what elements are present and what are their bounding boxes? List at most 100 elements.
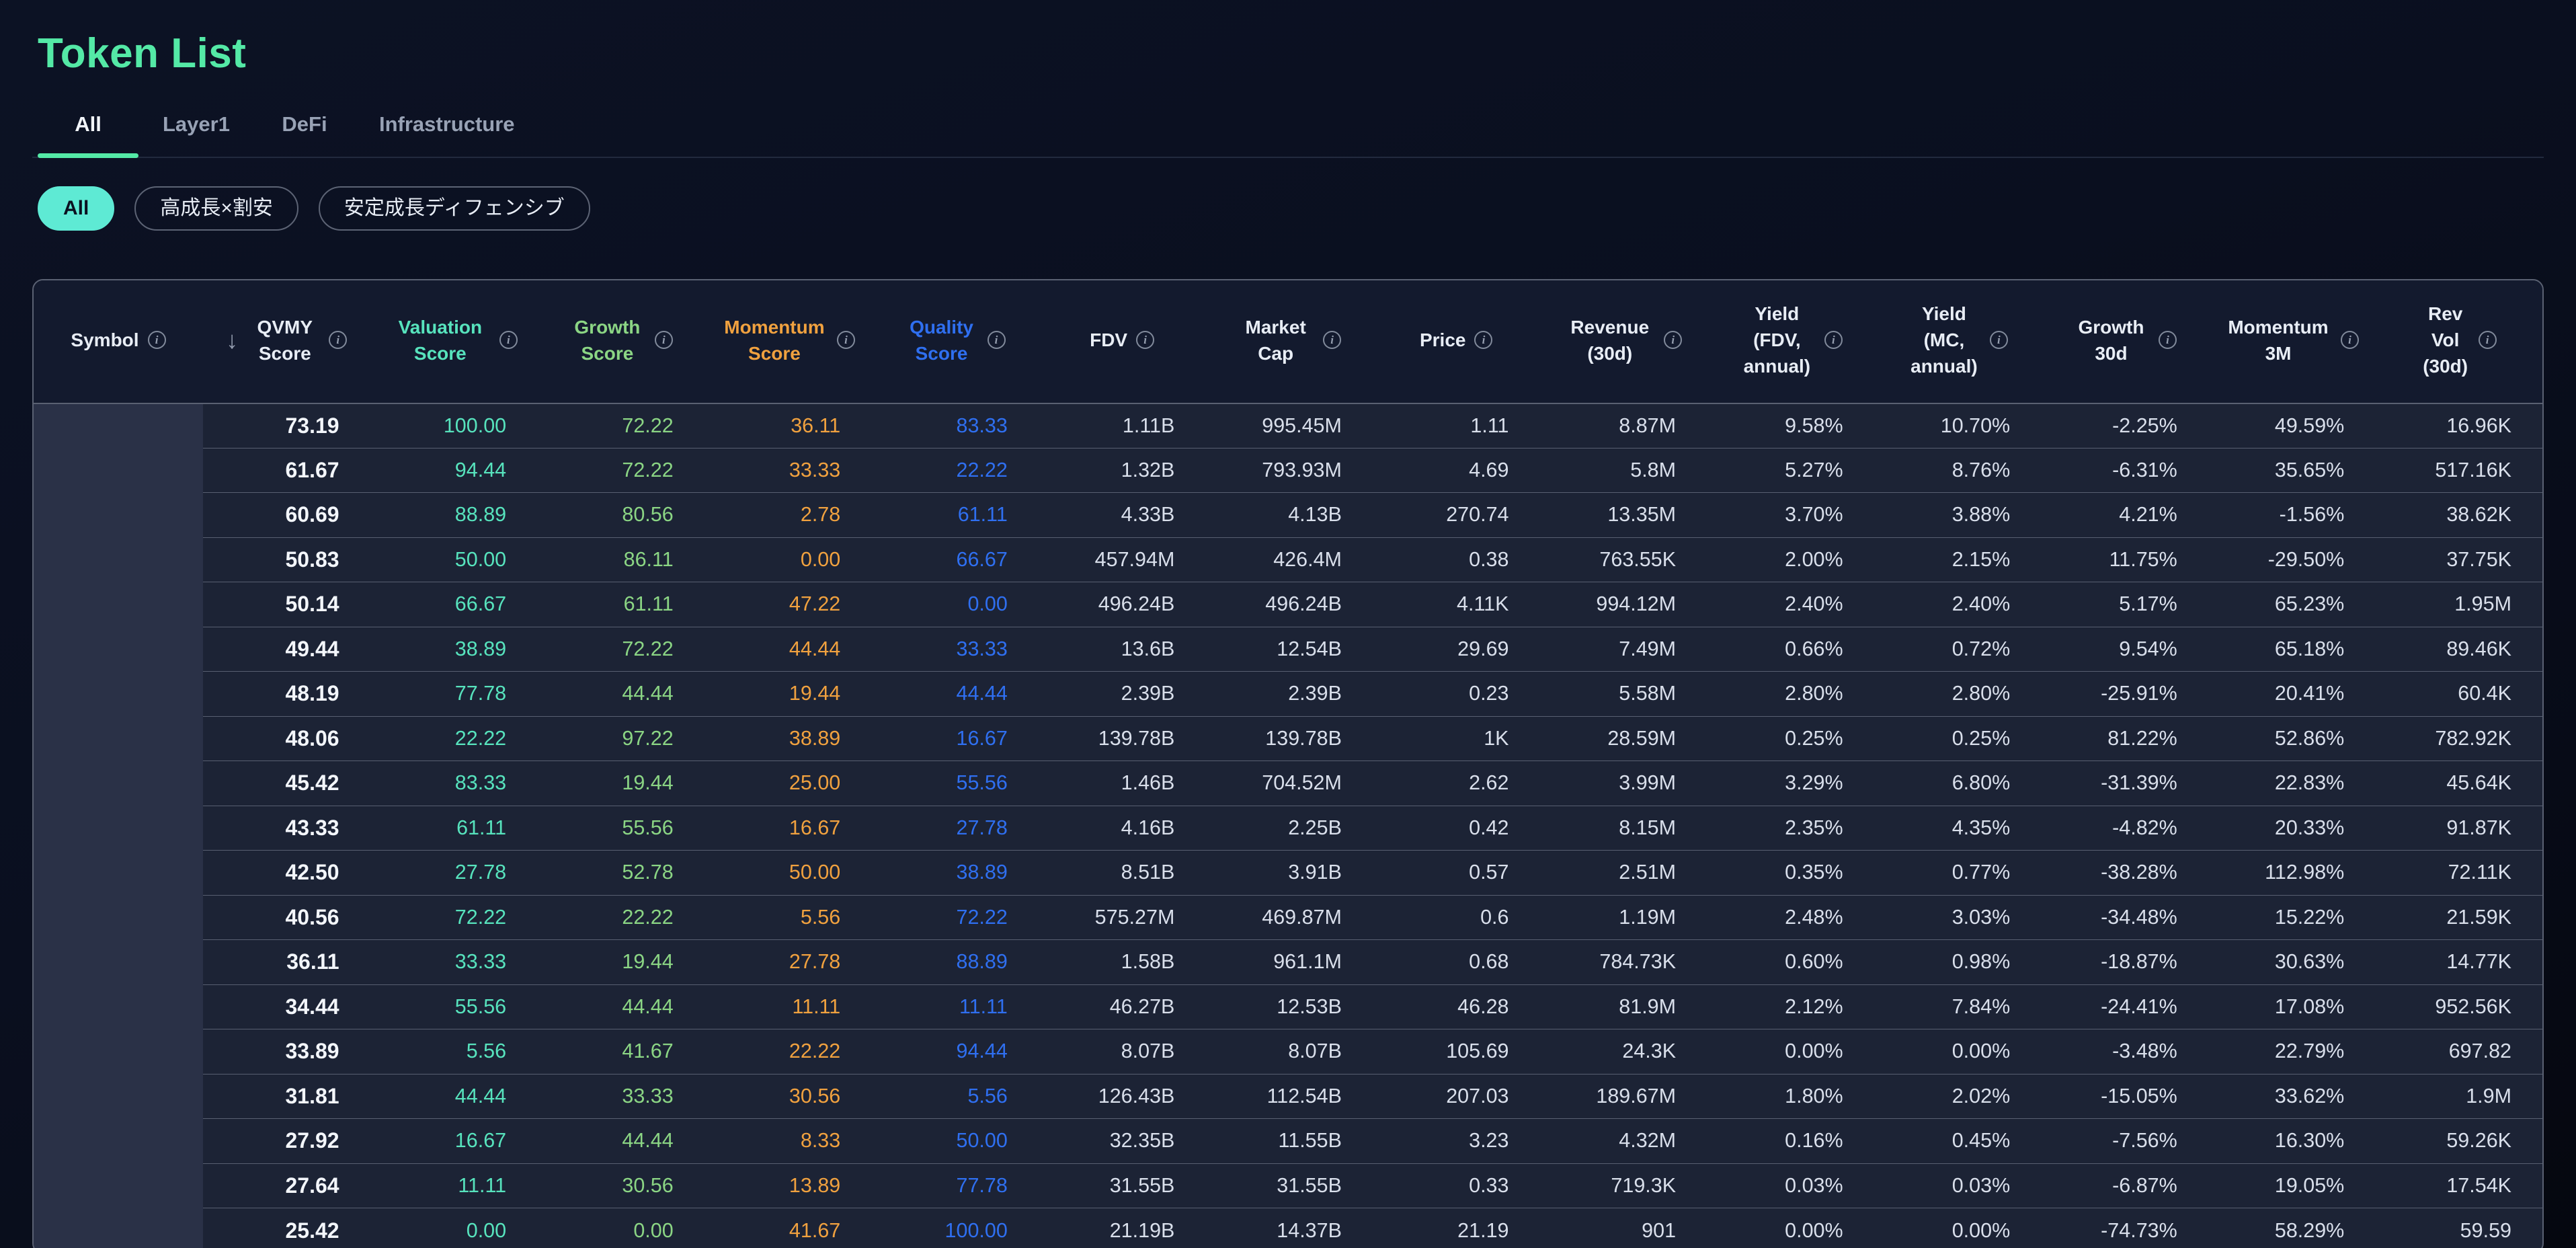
cell-fdv: 457.94M (1038, 537, 1206, 583)
table-row[interactable]: 61.67 94.44 72.22 33.33 22.22 1.32B 793.93M 4.6… (34, 448, 2542, 494)
table-row[interactable]: 40.56 72.22 22.22 5.56 72.22 575.27M 469.87M 0.… (34, 895, 2542, 941)
column-label-revenue_30d: Revenue (30d) (1570, 316, 1650, 364)
cell-fdv: 2.39B (1038, 671, 1206, 717)
filter-pill-high-growth-undervalued[interactable]: 高成長×割安 (134, 186, 298, 231)
cell-revenue_30d: 189.67M (1539, 1074, 1707, 1120)
cell-fdv: 126.43B (1038, 1074, 1206, 1120)
filter-pill-all[interactable]: All (38, 186, 115, 231)
cell-momentum_3m: 65.23% (2208, 582, 2376, 627)
info-icon[interactable]: i (1824, 331, 1843, 350)
column-header-valuation[interactable]: Valuation Score i (370, 280, 538, 404)
cell-fdv: 21.19B (1109, 1218, 1175, 1242)
cell-rev_vol_30d: 16.96K (2375, 403, 2542, 448)
column-header-yield_mc_annual[interactable]: Yield (MC, annual) i (1874, 280, 2042, 404)
cell-growth_30d: 81.22% (2041, 716, 2208, 762)
info-icon[interactable]: i (1323, 331, 1342, 350)
cell-fdv: 496.24B (1038, 582, 1206, 627)
cell-yield_fdv_annual: 0.03% (1707, 1163, 1874, 1209)
cell-qvmy: 45.42 (203, 760, 370, 806)
column-header-qvmy[interactable]: ↓ QVMY Score i (203, 280, 370, 404)
column-header-growth_30d[interactable]: Growth 30d i (2041, 280, 2208, 404)
filter-pill-stable-growth-defensive[interactable]: 安定成長ディフェンシブ (318, 186, 590, 231)
table-row[interactable]: 34.44 55.56 44.44 11.11 11.11 46.27B 12.53B 46.… (34, 984, 2542, 1030)
table-row[interactable]: 27.64 11.11 30.56 13.89 77.78 31.55B 31.55B 0.3… (34, 1163, 2542, 1209)
column-header-fdv[interactable]: FDV i (1038, 280, 1206, 404)
column-header-symbol[interactable]: Symbol i (34, 280, 203, 404)
cell-symbol (34, 403, 203, 448)
info-icon[interactable]: i (987, 331, 1006, 350)
info-icon[interactable]: i (329, 331, 348, 350)
info-icon[interactable]: i (2478, 331, 2497, 350)
table-row[interactable]: 50.14 66.67 61.11 47.22 0.00 496.24B 496.24B 4.… (34, 582, 2542, 627)
info-icon[interactable]: i (2341, 331, 2360, 350)
info-icon[interactable]: i (1136, 331, 1155, 350)
table-row[interactable]: 50.83 50.00 86.11 0.00 66.67 457.94M 426.4M 0.3… (34, 537, 2542, 583)
cell-yield_fdv_annual: 0.60% (1707, 939, 1874, 985)
column-header-momentum_3m[interactable]: Momentum 3M i (2208, 280, 2376, 404)
info-icon[interactable]: i (147, 331, 166, 350)
cell-qvmy: 42.50 (203, 850, 370, 896)
cell-momentum: 19.44 (704, 671, 872, 717)
info-icon[interactable]: i (2158, 331, 2177, 350)
column-header-quality[interactable]: Quality Score i (871, 280, 1039, 404)
tab-defi[interactable]: DeFi (282, 112, 327, 136)
column-label-growth: Growth Score (574, 316, 641, 364)
column-header-market_cap[interactable]: Market Cap i (1205, 280, 1373, 404)
column-label-yield_fdv_annual: Yield (FDV, annual) (1743, 303, 1811, 377)
table-row[interactable]: 60.69 88.89 80.56 2.78 61.11 4.33B 4.13B 270.74… (34, 492, 2542, 538)
table-row[interactable]: 31.81 44.44 33.33 30.56 5.56 126.43B 112.54B 20… (34, 1074, 2542, 1120)
info-icon[interactable]: i (1474, 331, 1493, 350)
cell-qvmy: 34.44 (203, 984, 370, 1030)
cell-growth: 44.44 (537, 671, 705, 717)
table-row[interactable]: 36.11 33.33 19.44 27.78 88.89 1.58B 961.1M 0.68… (34, 939, 2542, 985)
info-icon[interactable]: i (1664, 331, 1683, 350)
cell-yield_fdv_annual: 9.58% (1707, 403, 1874, 448)
cell-momentum: 50.00 (704, 850, 872, 896)
column-header-rev_vol_30d[interactable]: Rev Vol (30d) i (2375, 280, 2542, 404)
cell-market_cap: 112.54B (1205, 1074, 1373, 1120)
cell-symbol (34, 671, 203, 717)
info-icon[interactable]: i (1989, 331, 2008, 350)
tab-infrastructure[interactable]: Infrastructure (378, 112, 515, 136)
table-row[interactable]: 33.89 5.56 41.67 22.22 94.44 8.07B 8.07B 105.69… (34, 1029, 2542, 1075)
cell-yield_fdv_annual: 0.35% (1707, 850, 1874, 896)
cell-momentum: 44.44 (704, 627, 872, 672)
cell-momentum_3m: 49.59% (2208, 403, 2376, 448)
table-row[interactable]: 45.42 83.33 19.44 25.00 55.56 1.46B 704.52M 2.6… (34, 760, 2542, 806)
cell-rev_vol_30d: 37.75K (2375, 537, 2542, 583)
cell-price: 0.42 (1372, 806, 1540, 851)
table-row[interactable]: 42.50 27.78 52.78 50.00 38.89 8.51B 3.91B 0.57 2… (34, 850, 2542, 896)
tab-all[interactable]: All (38, 112, 138, 158)
info-icon[interactable]: i (836, 331, 855, 350)
tab-layer1[interactable]: Layer1 (163, 112, 230, 136)
cell-market_cap: 961.1M (1205, 939, 1373, 985)
table-row[interactable]: 48.06 22.22 97.22 38.89 16.67 139.78B 139.78B 1… (34, 716, 2542, 762)
table-row[interactable]: 73.19 100.00 72.22 36.11 83.33 1.11B 995.45M 1.… (34, 403, 2542, 448)
table-row[interactable]: 43.33 61.11 55.56 16.67 27.78 4.16B 2.25B 0.42 8… (34, 806, 2542, 851)
table-row[interactable]: 27.92 16.67 44.44 8.33 50.00 32.35B 11.55B 3.23… (34, 1118, 2542, 1164)
table-row[interactable]: 49.44 38.89 72.22 44.44 33.33 13.6B 12.54B 29.6… (34, 627, 2542, 672)
info-icon[interactable]: i (499, 331, 518, 350)
cell-growth_30d: -31.39% (2041, 760, 2208, 806)
column-header-price[interactable]: Price i (1372, 280, 1540, 404)
cell-growth: 55.56 (537, 806, 705, 851)
cell-revenue_30d: 5.58M (1539, 671, 1707, 717)
cell-symbol (34, 492, 203, 538)
cell-momentum_3m: 35.65% (2208, 448, 2376, 494)
cell-fdv: 31.55B (1038, 1163, 1206, 1209)
cell-quality: 83.33 (871, 403, 1039, 448)
cell-yield_fdv_annual: 1.80% (1707, 1074, 1874, 1120)
column-header-yield_fdv_annual[interactable]: Yield (FDV, annual) i (1707, 280, 1874, 404)
cell-fdv: 46.27B (1038, 984, 1206, 1030)
cell-growth_30d: -2.25% (2041, 403, 2208, 448)
cell-yield_mc_annual: 0.00% (1874, 1029, 2042, 1075)
table-row[interactable]: 25.42 0.00 0.00 41.67 100.00 21.19B 14.37B 21.1… (34, 1208, 2542, 1248)
cell-market_cap: 995.45M (1205, 403, 1373, 448)
cell-rev_vol_30d: 72.11K (2375, 850, 2542, 896)
cell-symbol (34, 1163, 203, 1208)
info-icon[interactable]: i (654, 331, 673, 350)
column-header-growth[interactable]: Growth Score i (537, 280, 705, 404)
column-header-momentum[interactable]: Momentum Score i (704, 280, 872, 404)
column-header-revenue_30d[interactable]: Revenue (30d) i (1539, 280, 1707, 404)
table-row[interactable]: 48.19 77.78 44.44 19.44 44.44 2.39B 2.39B 0.23 5… (34, 671, 2542, 717)
